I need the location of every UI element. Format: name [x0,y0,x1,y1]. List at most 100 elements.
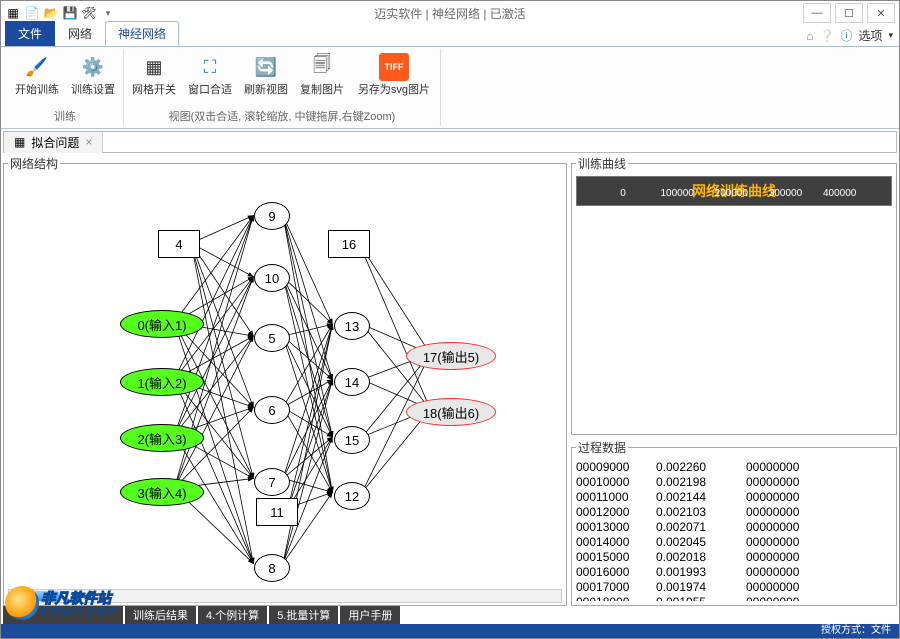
bottom-tab[interactable]: 训练后结果 [125,606,196,624]
ribbon: 🖌️开始训练 ⚙️训练设置 训练 ▦网格开关 ⛶窗口合适 🔄刷新视图 🗐复制图片… [1,47,899,129]
process-data-table[interactable]: 000090000.00226000000000000100000.002198… [576,460,892,601]
panel-title-curve: 训练曲线 [576,155,628,172]
start-training-button[interactable]: 🖌️开始训练 [11,49,63,97]
qat-dropdown-icon[interactable]: ▾ [100,5,116,21]
tab-network[interactable]: 网络 [55,21,105,46]
panel-training-curve: 训练曲线 网络训练曲线 00.010.020.030.040.050.06010… [571,155,897,435]
xtick-label: 200000 [715,188,748,199]
node-hidden[interactable]: 13 [334,312,370,340]
table-row: 000140000.00204500000000 [576,535,892,550]
watermark-logo-icon [5,586,39,620]
info-icon[interactable]: ⓘ [840,27,852,44]
copy-image-button[interactable]: 🗐复制图片 [296,49,348,97]
ytick-label: 0.04 [604,289,623,300]
quick-access-toolbar: ▦ 📄 📂 💾 🛠 ▾ [5,5,116,21]
xtick-label: 0 [620,188,626,199]
open-icon[interactable]: 📂 [43,5,59,21]
node-hidden[interactable]: 10 [254,264,290,292]
table-row: 000100000.00219800000000 [576,475,892,490]
window-title: 迈实软件 | 神经网络 | 已激活 [1,5,899,22]
app-icon: ▦ [5,5,21,21]
node-hidden[interactable]: 5 [254,324,290,352]
table-row: 000180000.00195500000000 [576,595,892,601]
doc-tab-label: 拟合问题 [31,134,79,151]
ytick-label: 0.02 [604,348,623,359]
ytick-label: 0.03 [604,318,623,329]
options-label[interactable]: 选项 [858,27,882,44]
network-canvas[interactable]: 0(输入1) 1(输入2) 2(输入3) 3(输入4) 4 11 16 5 6 7 8 9 10 12 13… [8,176,562,601]
close-button[interactable]: ✕ [867,3,895,23]
node-bias[interactable]: 4 [158,230,200,258]
bottom-tab[interactable]: 5.批量计算 [269,606,338,624]
panel-network-structure: 网络结构 0(输入1) 1(输入2) 2(输入3) 3(输入4) 4 11 16 5 6 7 8 9 1… [3,155,567,606]
table-row: 000090000.00226000000000 [576,460,892,475]
tab-file[interactable]: 文件 [5,21,55,46]
watermark: 非凡软件站 CRSKY.COM [5,586,116,620]
save-icon[interactable]: 💾 [62,5,78,21]
node-hidden[interactable]: 6 [254,396,290,424]
group-label-train: 训练 [54,106,76,126]
right-column: 训练曲线 网络训练曲线 00.010.020.030.040.050.06010… [571,155,897,606]
home-icon[interactable]: ⌂ [806,29,813,43]
doc-tab-fitting[interactable]: ▦ 拟合问题 × [4,132,103,153]
ytick-label: 0.06 [604,229,623,240]
node-input[interactable]: 0(输入1) [120,310,204,338]
ytick-label: 0.05 [604,259,623,270]
table-row: 000150000.00201800000000 [576,550,892,565]
watermark-text: 非凡软件站 CRSKY.COM [41,588,116,618]
doc-tab-icon: ▦ [14,135,25,149]
tools-icon[interactable]: 🛠 [81,5,97,21]
node-bias[interactable]: 16 [328,230,370,258]
maximize-button[interactable]: ☐ [835,3,863,23]
new-icon[interactable]: 📄 [24,5,40,21]
training-settings-button[interactable]: ⚙️训练设置 [67,49,119,97]
node-input[interactable]: 1(输入2) [120,368,204,396]
bottom-tab[interactable]: 4.个例计算 [198,606,267,624]
node-hidden[interactable]: 8 [254,554,290,582]
node-hidden[interactable]: 9 [254,202,290,230]
group-label-view: 视图(双击合适, 滚轮缩放, 中键拖屏,右键Zoom) [169,106,396,126]
ytick-label: 0 [617,408,623,419]
node-bias[interactable]: 11 [256,498,298,526]
ribbon-tabstrip: 文件 网络 神经网络 ⌂ ❔ ⓘ 选项 ▾ [1,25,899,47]
bottom-tab[interactable]: 用户手册 [340,606,400,624]
panel-process-data: 过程数据 000090000.00226000000000000100000.0… [571,439,897,606]
options-dropdown-icon[interactable]: ▾ [888,30,893,41]
node-output[interactable]: 17(输出5) [406,342,496,370]
window-controls: — ☐ ✕ [803,3,895,23]
doc-tab-close-icon[interactable]: × [85,135,92,149]
node-hidden[interactable]: 12 [334,482,370,510]
node-hidden[interactable]: 7 [254,468,290,496]
xtick-label: 300000 [769,188,802,199]
tab-neural-network[interactable]: 神经网络 [105,21,179,46]
node-input[interactable]: 3(输入4) [120,478,204,506]
panel-title-data: 过程数据 [576,439,628,456]
table-row: 000170000.00197400000000 [576,580,892,595]
grid-toggle-button[interactable]: ▦网格开关 [128,49,180,97]
node-hidden[interactable]: 15 [334,426,370,454]
ribbon-right-controls: ⌂ ❔ ⓘ 选项 ▾ [806,27,893,44]
status-bar: 授权方式：文件 [1,624,899,638]
document-tabs: ▦ 拟合问题 × [3,131,897,153]
refresh-view-button[interactable]: 🔄刷新视图 [240,49,292,97]
xtick-label: 400000 [823,188,856,199]
ribbon-group-view: ▦网格开关 ⛶窗口合适 🔄刷新视图 🗐复制图片 TIFF另存为svg图片 视图(… [124,49,441,126]
panel-title-structure: 网络结构 [8,155,60,172]
node-input[interactable]: 2(输入3) [120,424,204,452]
table-row: 000130000.00207100000000 [576,520,892,535]
workspace: 网络结构 0(输入1) 1(输入2) 2(输入3) 3(输入4) 4 11 16 5 6 7 8 9 1… [3,155,897,606]
training-chart: 网络训练曲线 00.010.020.030.040.050.0601000002… [576,176,892,206]
ytick-label: 0.01 [604,378,623,389]
table-row: 000160000.00199300000000 [576,565,892,580]
table-row: 000120000.00210300000000 [576,505,892,520]
node-output[interactable]: 18(输出6) [406,398,496,426]
bottom-tabs: 训练后结果4.个例计算5.批量计算用户手册 [3,606,897,624]
help-icon[interactable]: ❔ [819,29,834,43]
xtick-label: 100000 [660,188,693,199]
ribbon-group-train: 🖌️开始训练 ⚙️训练设置 训练 [7,49,124,126]
table-row: 000110000.00214400000000 [576,490,892,505]
minimize-button[interactable]: — [803,3,831,23]
fit-window-button[interactable]: ⛶窗口合适 [184,49,236,97]
save-svg-button[interactable]: TIFF另存为svg图片 [352,49,436,97]
node-hidden[interactable]: 14 [334,368,370,396]
